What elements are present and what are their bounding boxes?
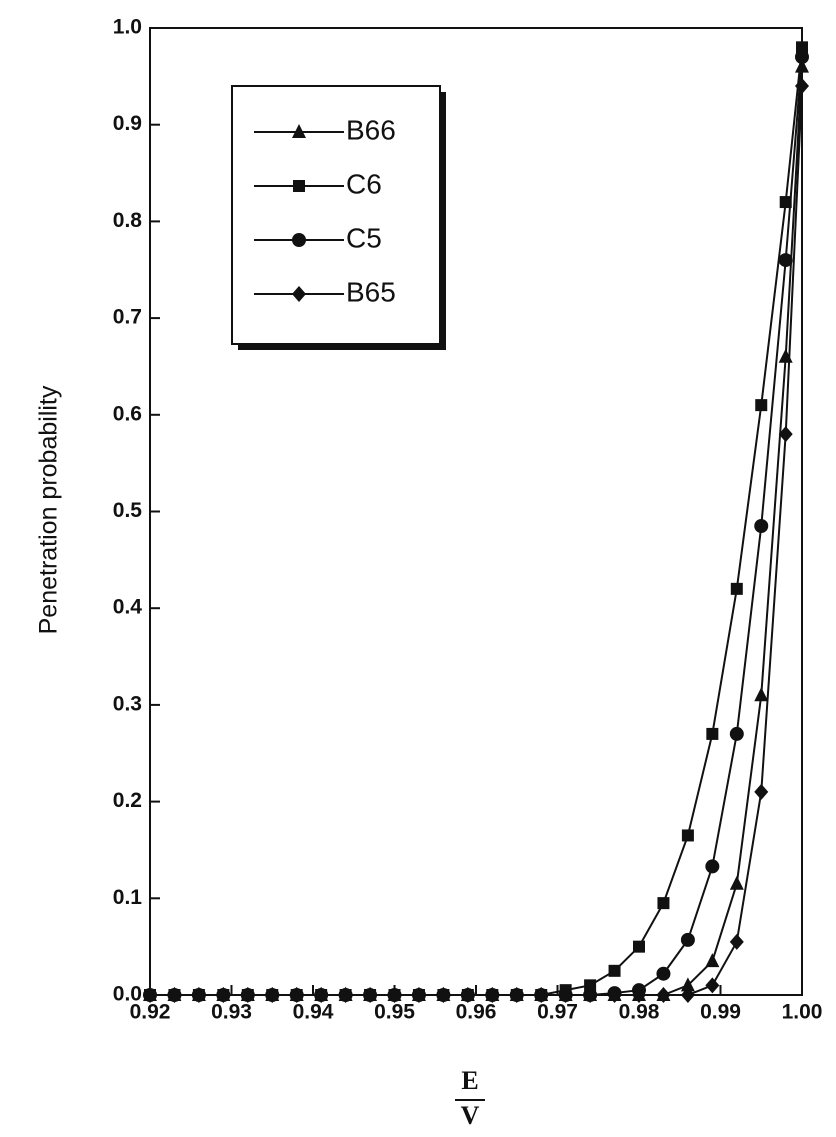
legend-label: B66 bbox=[346, 114, 396, 145]
data-point bbox=[558, 987, 573, 1003]
y-tick-label: 0.5 bbox=[113, 499, 143, 522]
y-tick-label: 0.6 bbox=[113, 402, 142, 425]
legend-marker bbox=[292, 124, 306, 138]
data-point bbox=[608, 964, 621, 977]
legend-label: B65 bbox=[346, 276, 396, 307]
legend-marker bbox=[293, 180, 305, 192]
data-point bbox=[681, 829, 694, 842]
legend-marker bbox=[292, 233, 306, 247]
legend-marker bbox=[292, 286, 306, 302]
data-point bbox=[754, 519, 769, 534]
data-point bbox=[387, 987, 402, 1003]
y-tick-label: 1.0 bbox=[113, 16, 142, 39]
data-point bbox=[779, 196, 792, 209]
data-point bbox=[436, 987, 451, 1003]
x-tick-label: 0.93 bbox=[211, 1001, 252, 1024]
data-point bbox=[755, 399, 768, 412]
x-tick-label: 0.96 bbox=[456, 1001, 497, 1024]
data-point bbox=[705, 977, 720, 994]
legend-label: C6 bbox=[346, 168, 382, 199]
data-point bbox=[705, 859, 720, 874]
y-axis-label: Penetration probability bbox=[35, 385, 63, 634]
data-point bbox=[680, 977, 695, 992]
data-point bbox=[778, 426, 793, 443]
data-point bbox=[795, 78, 809, 95]
x-tick-label: 0.98 bbox=[619, 1001, 660, 1024]
data-point bbox=[509, 987, 524, 1003]
x-tick-label: 1.00 bbox=[782, 1001, 823, 1024]
data-point bbox=[706, 727, 719, 740]
y-tick-label: 0.7 bbox=[113, 306, 142, 329]
x-tick-label: 0.94 bbox=[293, 1001, 334, 1024]
data-point bbox=[729, 726, 744, 741]
series-line bbox=[150, 85, 803, 996]
legend-label: C5 bbox=[346, 222, 382, 253]
data-point bbox=[795, 50, 809, 65]
y-tick-label: 0.9 bbox=[113, 112, 142, 135]
data-point bbox=[314, 987, 329, 1003]
data-point bbox=[411, 987, 426, 1003]
data-point bbox=[754, 687, 769, 702]
data-point bbox=[289, 987, 304, 1003]
data-point bbox=[705, 953, 720, 968]
data-point bbox=[265, 987, 280, 1003]
data-point bbox=[656, 966, 671, 981]
data-point bbox=[584, 979, 597, 992]
data-point bbox=[729, 933, 744, 950]
y-tick-label: 0.3 bbox=[113, 692, 142, 715]
x-axis-label-numerator: E bbox=[461, 1066, 478, 1095]
data-point bbox=[191, 987, 206, 1003]
data-point bbox=[657, 897, 670, 910]
data-point bbox=[534, 987, 549, 1003]
y-tick-label: 0.4 bbox=[113, 596, 143, 619]
data-point bbox=[216, 987, 231, 1003]
data-point bbox=[338, 987, 353, 1003]
data-point bbox=[729, 875, 744, 890]
x-tick-label: 0.95 bbox=[374, 1001, 415, 1024]
data-point bbox=[460, 987, 475, 1003]
x-tick-label: 0.97 bbox=[537, 1001, 578, 1024]
data-point bbox=[796, 41, 808, 54]
x-tick-label: 0.99 bbox=[700, 1001, 741, 1024]
data-point bbox=[583, 987, 598, 1003]
data-point bbox=[730, 582, 743, 595]
data-point bbox=[778, 348, 793, 363]
data-point bbox=[607, 987, 622, 1003]
legend-box bbox=[231, 85, 441, 345]
data-point bbox=[754, 783, 769, 800]
x-axis-label-denominator: V bbox=[461, 1101, 480, 1130]
data-point bbox=[680, 932, 695, 947]
x-tick-label: 0.92 bbox=[130, 1001, 171, 1024]
data-point bbox=[778, 253, 793, 268]
data-point bbox=[680, 987, 695, 1003]
data-point bbox=[485, 987, 500, 1003]
data-point bbox=[632, 987, 646, 1003]
y-tick-label: 0.0 bbox=[113, 983, 142, 1006]
data-point bbox=[363, 987, 378, 1003]
y-tick-label: 0.1 bbox=[113, 886, 143, 909]
data-point bbox=[633, 940, 645, 953]
data-point bbox=[167, 987, 182, 1003]
data-point bbox=[240, 987, 255, 1003]
y-tick-label: 0.8 bbox=[113, 209, 143, 232]
data-point bbox=[143, 987, 157, 1003]
y-tick-label: 0.2 bbox=[113, 789, 142, 812]
data-point bbox=[656, 987, 671, 1003]
